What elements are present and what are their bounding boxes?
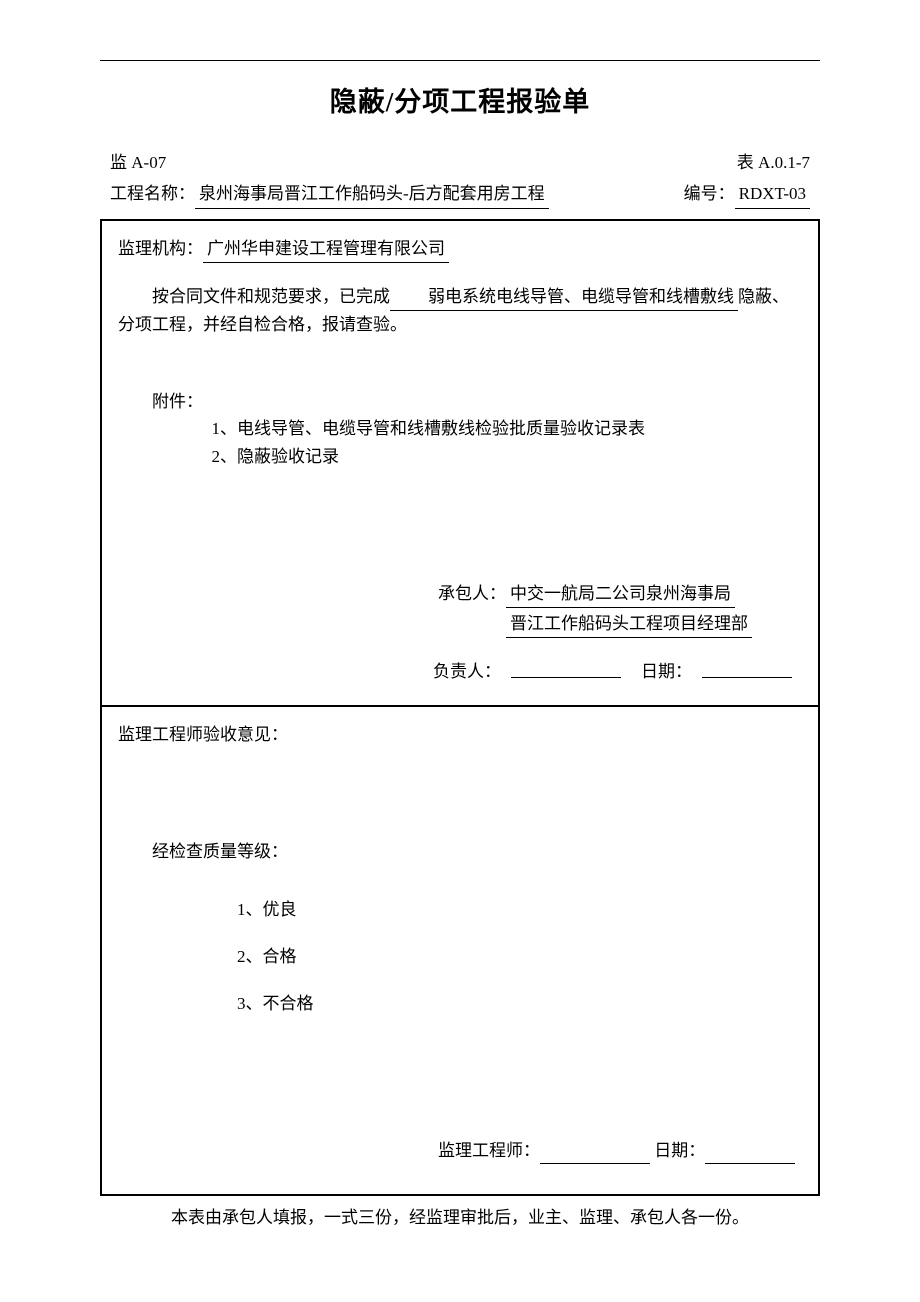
contractor-block: 承包人： 中交一航局二公司泉州海事局 晋江工作船码头工程项目经理部 [438, 580, 802, 638]
document-page: 隐蔽/分项工程报验单 监 A-07 表 A.0.1-7 工程名称： 泉州海事局晋… [0, 0, 920, 1272]
grade-3: 3、不合格 [118, 990, 802, 1017]
contractor-value-1: 中交一航局二公司泉州海事局 [506, 580, 735, 608]
spacer [118, 269, 802, 283]
code-left-value: A-07 [131, 153, 166, 172]
para-prefix: 按合同文件和规范要求，已完成 [152, 287, 390, 306]
lower-section: 监理工程师验收意见： 经检查质量等级： 1、优良 2、合格 3、不合格 监理工程… [102, 707, 818, 1194]
contractor-value-2: 晋江工作船码头工程项目经理部 [506, 610, 752, 638]
grade-1: 1、优良 [118, 896, 802, 923]
header-row-project: 工程名称： 泉州海事局晋江工作船码头-后方配套用房工程 编号： RDXT-03 [100, 180, 820, 208]
number-value: RDXT-03 [735, 180, 810, 208]
supervisor-label: 监理机构： [118, 239, 203, 258]
form-box: 监理机构： 广州华申建设工程管理有限公司 按合同文件和规范要求，已完成 弱电系统… [100, 219, 820, 1197]
attachment-1: 1、电线导管、电缆导管和线槽敷线检验批质量验收记录表 [118, 415, 802, 442]
top-separator [100, 60, 820, 61]
opinion-label: 监理工程师验收意见： [118, 721, 802, 748]
lower-date-blank [705, 1144, 795, 1164]
contractor-line1: 承包人： 中交一航局二公司泉州海事局 [438, 580, 802, 608]
attachment-2: 2、隐蔽验收记录 [118, 443, 802, 470]
supervisor-value: 广州华申建设工程管理有限公司 [203, 235, 449, 263]
upper-date-blank [702, 658, 792, 678]
completion-paragraph: 按合同文件和规范要求，已完成 弱电系统电线导管、电缆导管和线槽敷线 隐蔽、分项工… [118, 283, 802, 338]
grade-2: 2、合格 [118, 943, 802, 970]
engineer-blank [540, 1144, 650, 1164]
code-left: 监 A-07 [110, 149, 166, 176]
engineer-sign-row: 监理工程师： 日期： [118, 1137, 802, 1164]
upper-section: 监理机构： 广州华申建设工程管理有限公司 按合同文件和规范要求，已完成 弱电系统… [102, 221, 818, 708]
project-name-field: 工程名称： 泉州海事局晋江工作船码头-后方配套用房工程 [110, 180, 549, 208]
completed-item: 弱电系统电线导管、电缆导管和线槽敷线 [390, 283, 738, 311]
code-right-label: 表 [737, 153, 758, 172]
header-row-codes: 监 A-07 表 A.0.1-7 [100, 149, 820, 176]
footer-note: 本表由承包人填报，一式三份，经监理审批后，业主、监理、承包人各一份。 [100, 1204, 820, 1231]
code-right: 表 A.0.1-7 [737, 149, 810, 176]
upper-sign-row: 负责人： 日期： [118, 658, 802, 685]
engineer-label: 监理工程师： [438, 1141, 540, 1160]
lower-date-label: 日期： [654, 1141, 705, 1160]
code-right-value: A.0.1-7 [758, 153, 810, 172]
responsible-blank [511, 658, 621, 678]
code-left-label: 监 [110, 153, 131, 172]
number-label: 编号： [684, 184, 735, 203]
number-field: 编号： RDXT-03 [684, 180, 810, 208]
attach-label: 附件： [118, 388, 802, 415]
project-value: 泉州海事局晋江工作船码头-后方配套用房工程 [195, 180, 549, 208]
project-label: 工程名称： [110, 184, 195, 203]
responsible-label: 负责人： [433, 658, 501, 685]
quality-label: 经检查质量等级： [118, 838, 802, 865]
attachments-block: 附件： 1、电线导管、电缆导管和线槽敷线检验批质量验收记录表 2、隐蔽验收记录 [118, 388, 802, 470]
upper-date-label: 日期： [641, 658, 692, 685]
supervisor-field: 监理机构： 广州华申建设工程管理有限公司 [118, 235, 802, 263]
contractor-line2: 晋江工作船码头工程项目经理部 [438, 610, 802, 638]
document-title: 隐蔽/分项工程报验单 [100, 81, 820, 124]
contractor-label: 承包人： [438, 584, 506, 603]
